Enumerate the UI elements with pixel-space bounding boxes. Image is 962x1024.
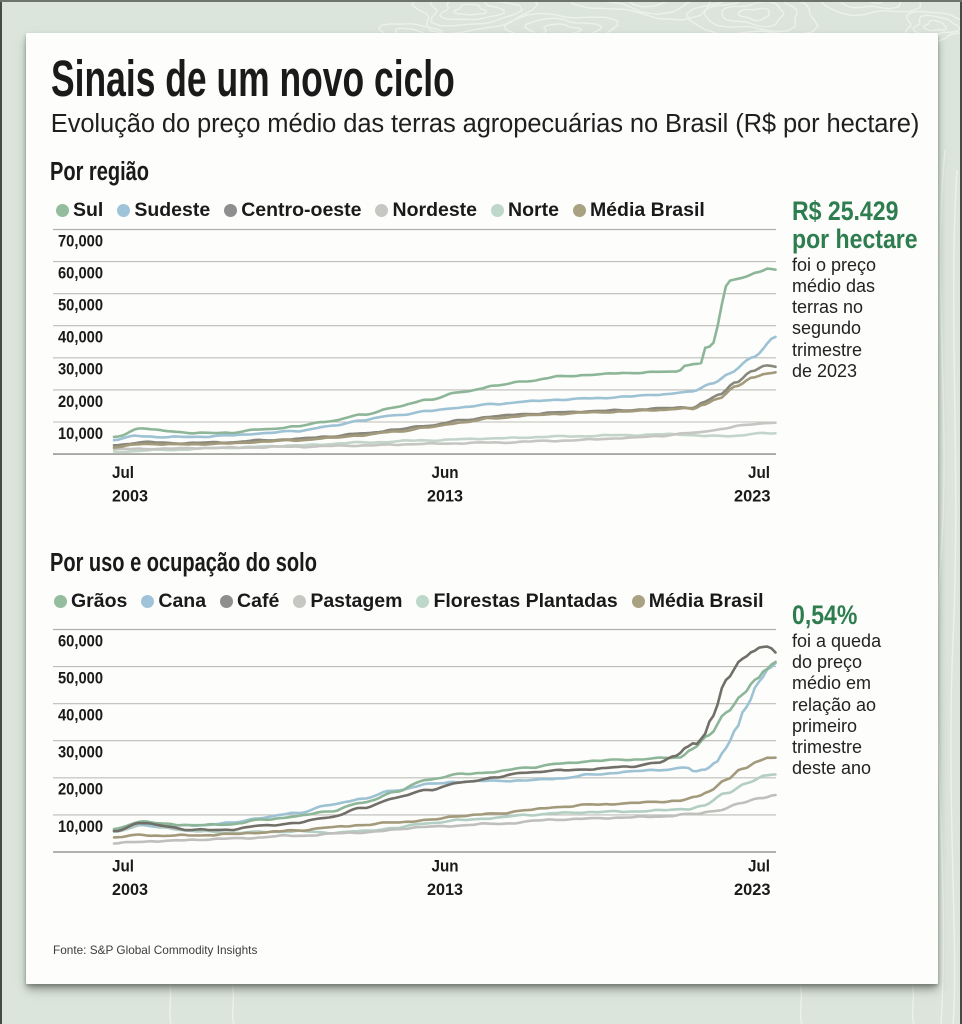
svg-text:Jul: Jul xyxy=(748,464,770,482)
svg-text:2013: 2013 xyxy=(427,488,463,506)
svg-text:60,000: 60,000 xyxy=(58,632,103,650)
svg-text:30,000: 30,000 xyxy=(58,361,103,379)
svg-text:30,000: 30,000 xyxy=(58,744,103,762)
svg-text:20,000: 20,000 xyxy=(58,781,103,799)
svg-text:40,000: 40,000 xyxy=(58,329,103,347)
svg-text:2023: 2023 xyxy=(734,488,771,506)
svg-text:40,000: 40,000 xyxy=(58,707,103,725)
svg-text:10,000: 10,000 xyxy=(58,425,103,443)
svg-text:2013: 2013 xyxy=(427,881,463,899)
svg-text:Jul: Jul xyxy=(112,464,134,482)
svg-text:60,000: 60,000 xyxy=(58,265,103,283)
svg-text:2003: 2003 xyxy=(112,881,148,899)
svg-text:Jun: Jun xyxy=(432,858,459,876)
svg-text:50,000: 50,000 xyxy=(58,670,103,688)
svg-text:20,000: 20,000 xyxy=(58,393,103,411)
svg-text:Jul: Jul xyxy=(748,858,770,876)
svg-text:10,000: 10,000 xyxy=(58,818,103,836)
svg-text:2003: 2003 xyxy=(112,488,148,506)
svg-text:50,000: 50,000 xyxy=(58,297,103,315)
svg-text:2023: 2023 xyxy=(734,881,771,899)
svg-text:Jun: Jun xyxy=(432,464,459,482)
svg-text:70,000: 70,000 xyxy=(58,232,103,250)
svg-text:Jul: Jul xyxy=(112,858,134,876)
